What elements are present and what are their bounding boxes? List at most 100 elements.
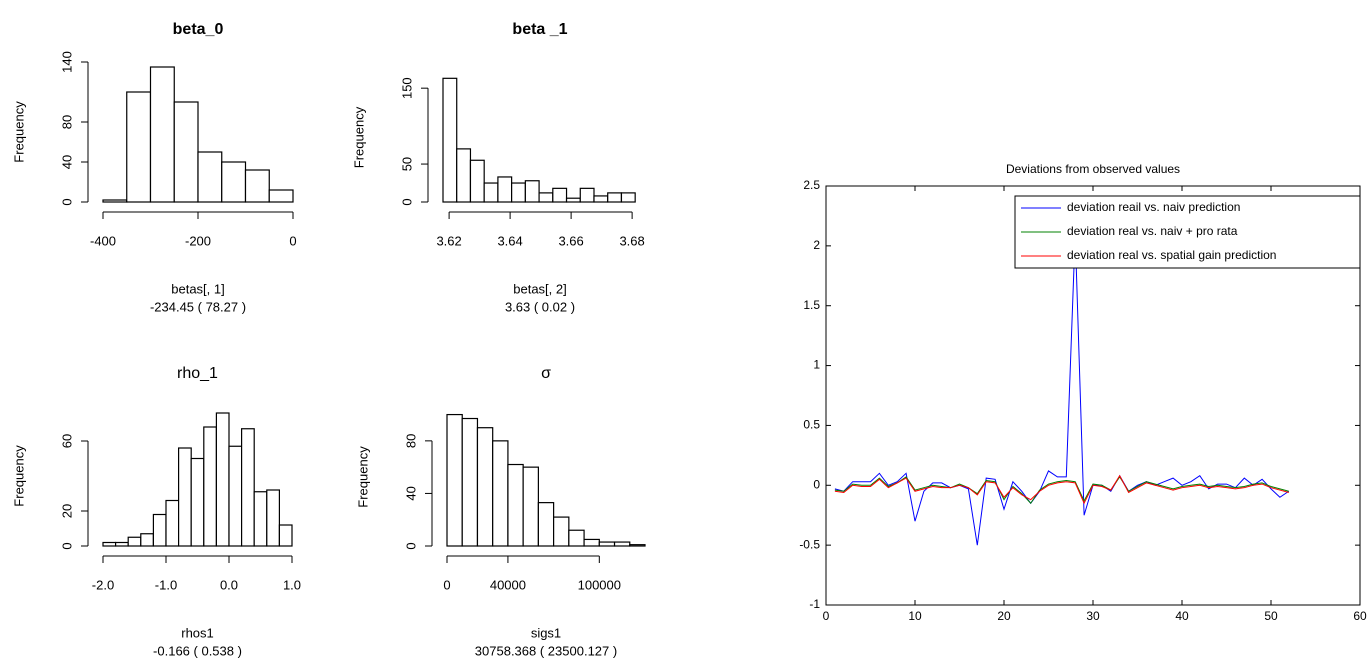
bar	[629, 544, 646, 547]
bar	[178, 447, 192, 547]
x-tick-label: 3.64	[497, 233, 522, 248]
x-axis-label: betas[, 1]	[171, 281, 224, 296]
bar	[524, 180, 540, 203]
bar	[469, 159, 485, 203]
y-axis-label: Frequency	[355, 446, 370, 508]
bar	[492, 440, 509, 547]
x-tick-label: 30	[1086, 609, 1100, 623]
chart-title: σ	[541, 365, 551, 382]
chart-title: beta _1	[512, 21, 567, 38]
bar	[613, 541, 631, 547]
bar	[461, 417, 479, 547]
bar	[165, 499, 180, 547]
bar	[476, 427, 494, 547]
x-tick-label: -2.0	[92, 577, 114, 592]
x-axis-label: rhos1	[181, 625, 214, 640]
bar	[268, 189, 294, 203]
y-tick-label: 80	[403, 434, 418, 448]
bar	[102, 541, 117, 547]
y-axis-label: Frequency	[11, 445, 26, 507]
bar	[228, 445, 243, 547]
y-tick-label: 80	[59, 115, 74, 129]
bar	[565, 197, 581, 203]
bar	[197, 151, 223, 203]
bar	[483, 182, 499, 203]
x-tick-label: 3.62	[436, 233, 461, 248]
bar	[583, 538, 600, 547]
bar	[579, 187, 595, 203]
y-tick-label: 40	[403, 486, 418, 500]
bar	[593, 195, 609, 203]
bar	[102, 199, 128, 203]
x-tick-label: 1.0	[283, 577, 301, 592]
x-tick-label: -1.0	[155, 577, 177, 592]
bar	[552, 187, 568, 203]
bar	[522, 466, 539, 547]
bar	[114, 541, 129, 547]
bar	[607, 192, 623, 203]
x-tick-label: 10	[908, 609, 922, 623]
y-axis-label: Frequency	[351, 106, 366, 168]
bar	[140, 533, 155, 547]
x-axis-label: betas[, 2]	[513, 281, 566, 296]
x-tick-label: 3.68	[619, 233, 644, 248]
y-axis-label: Frequency	[11, 101, 26, 163]
x-tick-label: 50	[1264, 609, 1278, 623]
y-tick-label: 150	[399, 77, 414, 99]
bar	[149, 66, 175, 203]
x-tick-label: 20	[997, 609, 1011, 623]
bar	[620, 192, 636, 203]
x-tick-label: 0.0	[220, 577, 238, 592]
legend-label: deviation real vs. naiv + pro rata	[1067, 224, 1238, 238]
x-tick-label: 0	[443, 577, 450, 592]
x-tick-label: 40	[1175, 609, 1189, 623]
bar	[598, 541, 616, 547]
y-tick-label: 140	[59, 51, 74, 73]
y-tick-label: 1	[813, 358, 820, 372]
x-axis-label: sigs1	[531, 625, 561, 640]
y-tick-label: 20	[59, 504, 74, 518]
bar	[152, 513, 167, 547]
bar	[511, 182, 526, 203]
y-tick-label: 60	[59, 434, 74, 448]
x-tick-label: 0	[289, 233, 296, 248]
chart-title: rho_1	[177, 365, 218, 382]
y-tick-label: 0	[813, 477, 820, 491]
bar	[278, 524, 293, 547]
bar	[497, 176, 513, 203]
bar	[221, 161, 247, 203]
legend-label: deviation reail vs. naiv prediction	[1067, 200, 1240, 214]
x-tick-label: 60	[1353, 609, 1367, 623]
x-tick-label: -400	[90, 233, 116, 248]
x-tick-label: 100000	[578, 577, 621, 592]
bar	[507, 463, 524, 547]
summary: 30758.368 ( 23500.127 )	[475, 643, 617, 658]
series-line	[834, 233, 1290, 546]
legend-label: deviation real vs. spatial gain predicti…	[1067, 248, 1276, 262]
legend	[1014, 195, 1361, 269]
bar	[446, 413, 463, 547]
bar	[568, 529, 585, 547]
bar	[241, 428, 255, 547]
bar	[537, 502, 555, 547]
y-tick-label: -0.5	[799, 537, 820, 551]
bar	[173, 101, 199, 203]
chart-title: beta_0	[173, 21, 224, 38]
y-tick-label: 0	[59, 198, 74, 205]
y-tick-label: 0	[59, 542, 74, 549]
x-tick-label: 3.66	[558, 233, 583, 248]
bar	[190, 457, 205, 547]
bar	[203, 426, 218, 547]
series-line	[834, 475, 1289, 505]
bar	[127, 536, 142, 547]
y-tick-label: 0.5	[803, 418, 820, 432]
bar	[553, 516, 570, 547]
chart-title: Deviations from observed values	[1006, 162, 1180, 176]
bar	[538, 192, 554, 203]
y-tick-label: 1.5	[803, 298, 820, 312]
bar	[215, 412, 230, 547]
bar	[244, 169, 270, 203]
y-tick-label: 40	[59, 155, 74, 169]
y-tick-label: 2.5	[803, 178, 820, 192]
